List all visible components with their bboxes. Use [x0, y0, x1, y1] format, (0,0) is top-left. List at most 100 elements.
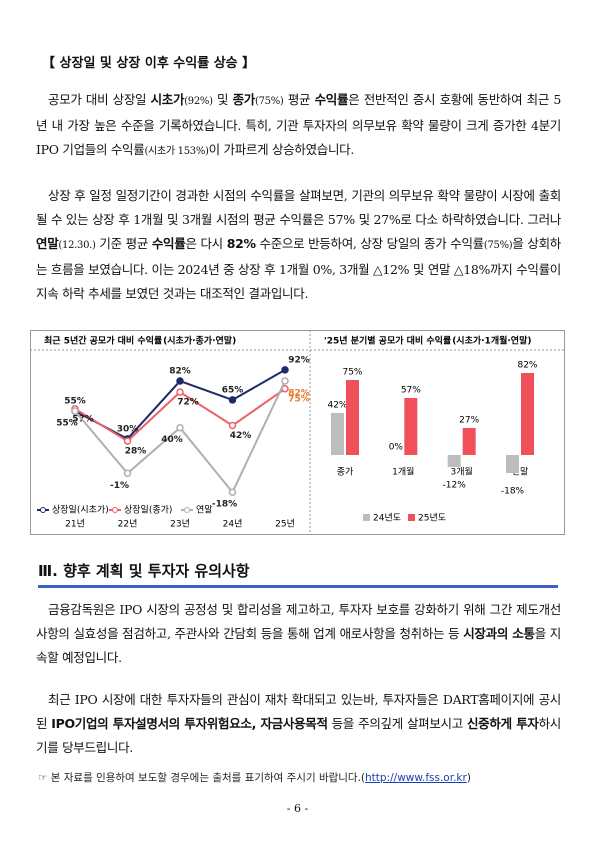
data-label: 82% [169, 367, 191, 377]
point [123, 469, 132, 478]
data-label: -18% [212, 500, 237, 510]
point [281, 366, 289, 374]
paragraph: 최근 IPO 시장에 대한 투자자들의 관심이 재차 확대되고 있는바, 투자자… [36, 688, 561, 760]
bar [447, 455, 461, 467]
legend-label: 24년도 [373, 513, 401, 524]
text-run: 시초가 [150, 92, 185, 107]
x-tick-label: 21년 [65, 519, 85, 530]
data-label: 72% [177, 398, 199, 408]
point [281, 377, 289, 385]
data-label: 57% [401, 386, 421, 396]
data-label: -1% [110, 481, 129, 491]
point [71, 407, 79, 415]
text-run: 종가 [232, 92, 256, 107]
text-run: 은 다시 [185, 236, 227, 251]
x-tick-label: 23년 [170, 519, 190, 530]
text-run: 등을 주의깊게 살펴보시고 [327, 716, 467, 731]
chart-title: 최근 5년간 공모가 대비 수익률 [44, 335, 162, 347]
section-heading: Ⅲ. 향후 계획 및 투자자 유의사항 [38, 560, 558, 588]
bar [521, 373, 534, 455]
chart-title: '25년 분기별 공모가 대비 수익률 [324, 335, 451, 347]
point [228, 421, 237, 430]
legend-swatch [363, 514, 370, 521]
legend-label: 25년도 [418, 513, 446, 524]
text-run: IPO기업의 투자설명서의 투자위험요소, 자금사용목적 [51, 716, 328, 731]
legend-swatch [408, 514, 415, 521]
text-run: 금융감독원은 IPO 시장의 공정성 및 합리성을 제고하고, 투자자 보호를 … [36, 602, 561, 641]
text-run: (75%) [483, 240, 513, 251]
data-label: 75% [342, 368, 362, 378]
bar [404, 398, 418, 455]
text-run: 을 지속할 예정입니다. [36, 626, 561, 665]
text-run: 연말 [36, 236, 59, 251]
data-label: 55% [56, 419, 78, 429]
data-label: 55% [64, 397, 86, 407]
data-label: 30% [117, 424, 139, 434]
text-run: 은 전반적인 증시 호황에 동반하여 최근 5년 내 가장 높은 수준을 기록하… [36, 92, 562, 157]
frame [30, 330, 565, 535]
bar [462, 428, 476, 455]
text-run: 상장 후 일정 일정기간이 경과한 시점의 수익률을 살펴보면, 기관의 의무보… [36, 188, 561, 227]
x-tick-label: 1개월 [392, 466, 414, 478]
data-label: 42% [327, 401, 347, 411]
chart-subtitle: (시초가·종가·연말) [163, 335, 236, 347]
x-tick-label: 3개월 [451, 466, 473, 478]
legend-label: 상장일(시초가) [52, 505, 109, 516]
text-run: (12.30.) [58, 240, 96, 251]
data-label: 75% [288, 394, 310, 404]
bar [346, 380, 359, 455]
data-label: 82% [517, 361, 537, 371]
text-run: 평균 [283, 92, 315, 107]
point [176, 377, 184, 385]
data-label: 27% [459, 416, 479, 426]
text-run: 수준으로 반등하여, 상장 당일의 종가 수익률 [255, 236, 485, 251]
point [228, 396, 237, 404]
data-label: -12% [443, 481, 467, 491]
bar [331, 413, 344, 455]
section-heading: 【 상장일 및 상장 이후 수익률 상승 】 [42, 56, 256, 71]
x-tick-label: 22년 [118, 519, 138, 530]
data-label: 82% [288, 389, 310, 399]
legend-swatch [40, 507, 46, 513]
note-text: ) [466, 772, 471, 784]
text-run: (75%) [255, 96, 284, 107]
point [176, 423, 184, 432]
text-run: 이 가파르게 상승하였습니다. [208, 142, 355, 157]
legend-label: 상장일(종가) [124, 505, 172, 516]
text-run: 신중하게 투자 [466, 716, 539, 731]
data-label: 0% [389, 443, 404, 453]
bar [506, 455, 519, 473]
data-label: 65% [222, 385, 244, 395]
data-label: 42% [230, 431, 252, 441]
x-tick-label: 25년 [275, 519, 295, 530]
text-run: 수익률 [151, 236, 186, 251]
text-run: 공모가 대비 상장일 [48, 92, 151, 107]
paragraph: 금융감독원은 IPO 시장의 공정성 및 합리성을 제고하고, 투자자 보호를 … [36, 598, 561, 670]
text-run: 및 [212, 92, 233, 107]
point [228, 488, 237, 496]
x-tick-label: 종가 [337, 467, 354, 478]
link[interactable]: http://www.fss.or.kr [365, 772, 467, 784]
note-text: ☞ 본 자료를 인용하여 보도할 경우에는 출처를 표기하여 주시기 바랍니다.… [38, 772, 366, 784]
text-run: (92%) [184, 96, 213, 107]
point [123, 437, 132, 445]
text-run: 82% [226, 236, 256, 251]
text-run: 을 상회하는 흐름을 보였습니다. 이는 2024년 중 상장 후 1개월 0%… [36, 236, 561, 301]
legend-swatch [184, 507, 190, 513]
note: ☞ 본 자료를 인용하여 보도할 경우에는 출처를 표기하여 주시기 바랍니다.… [38, 770, 471, 785]
text-run: 하시기를 당부드립니다. [36, 716, 561, 755]
paragraph: 공모가 대비 상장일 시초가(92%) 및 종가(75%) 평균 수익률은 전반… [36, 88, 561, 164]
text-run: 기준 평균 [95, 236, 152, 251]
charts: 최근 5년간 공모가 대비 수익률 (시초가·종가·연말) 21년 22년 23년 24년… [30, 330, 565, 535]
data-label: 28% [125, 447, 147, 457]
line [74, 387, 286, 443]
text-run: (시초가 153%) [144, 146, 209, 157]
legend-label: 연말 [196, 504, 213, 516]
chart-subtitle: (시초가·1개월·연말) [452, 335, 531, 347]
page-number: - 6 - [286, 802, 309, 815]
x-tick-label: 24년 [223, 519, 243, 530]
data-label: 40% [161, 435, 183, 445]
text-run: 최근 IPO 시장에 대한 투자자들의 관심이 재차 확대되고 있는바, 투자자… [36, 692, 561, 731]
data-label: 92% [288, 355, 310, 365]
